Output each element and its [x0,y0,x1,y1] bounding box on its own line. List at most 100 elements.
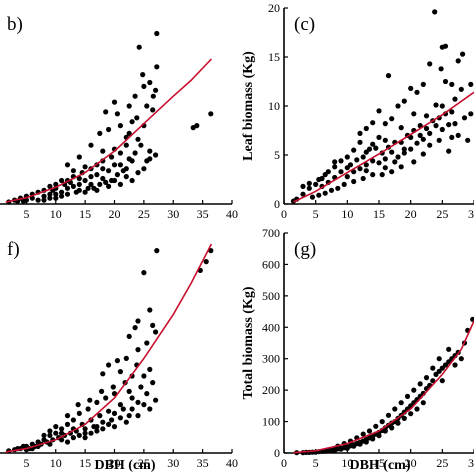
panel-f-data-point [70,417,76,423]
panel-b-x-tick-label: 25 [138,207,150,221]
panel-g-data-point [398,400,404,406]
panel-f-data-point [154,248,160,254]
panel-f-data-point [82,426,88,432]
panel-c-x-tick-label: 0 [281,207,287,221]
panel-b-x-tick-label: 35 [197,207,209,221]
panel-f-data-point [47,432,53,438]
panel-f-data-point [59,437,65,443]
panel-b-data-point [76,187,82,193]
panel-c-data-point [395,103,401,109]
panel-c-data-point [328,187,335,193]
panel-f-data-point [111,391,118,397]
panel-b-data-point [126,130,132,136]
panel-c-x-tick-label: 25 [436,207,448,221]
panel-c-data-point [376,160,382,166]
panel-g-data-point [373,423,379,429]
panel-f-data-point [20,443,26,449]
panel-c-data-point [322,172,328,178]
panel-c-x-tick-label: 5 [313,207,319,221]
panel-b-data-point [114,111,120,117]
panel-f-data-point [110,384,116,390]
panel-f-data-point [106,421,112,427]
panel-c-y-tick-label: 0 [274,197,280,211]
panel-f-data-point [100,419,106,425]
panel-c-data-point [335,185,341,191]
panel-g-y-tick-label: 0 [274,446,280,460]
panel-c-y-tick-label: 20 [268,1,280,15]
panel-f-data-point [94,399,100,405]
panel-g-data-point [439,365,445,371]
panel-g-x-tick-label: 20 [405,456,417,470]
panel-c-data-point [357,130,363,136]
panel-b-data-point [106,183,112,189]
panel-f-data-point [82,435,88,441]
panel-f-data-point [126,388,132,394]
panel-b-data-point [53,195,59,201]
panel-g-data-point [351,443,357,449]
panel-f-data-point [203,259,209,265]
panel-f-x-tick-label: 5 [23,456,29,470]
panel-c-data-point [433,102,439,108]
panel-g-data-point [411,387,417,393]
panel-b-data-point [82,164,88,170]
panel-f-data-point [103,395,109,401]
panel-b-data-point [47,195,53,201]
panel-c-data-point [468,111,474,117]
panel-f-data-point [88,430,94,436]
panel-f-data-point [132,325,138,331]
panel-c-x-tick-label: 10 [341,207,353,221]
panel-g-data-point [360,431,366,437]
panel-f-data-point [123,419,129,425]
panel-b-data-point [132,93,138,99]
panel-c-x-tick-label: 30 [468,207,474,221]
panel-g-data-point [385,412,392,418]
panel-c-data-point [468,81,474,87]
panel-b-data-point [123,142,129,148]
panel-c-data-point [290,198,297,204]
panel-f-x-tick-label: 30 [167,456,179,470]
panel-b-x-tick-label: 20 [109,207,121,221]
panel-c-data-point [363,162,369,168]
panel-b-data-point [150,93,156,99]
panel-b-data-point [41,193,47,199]
panel-b-data-point [64,162,71,168]
panel-b-data-point [111,99,118,105]
panel-g-data-point [470,316,474,322]
panel-b-data-point [129,119,135,125]
panel-f-data-point [106,408,112,414]
panel-f-data-point [106,362,112,368]
panel-f-label: f) [7,239,20,260]
panel-b-data-point [138,142,144,148]
panel-b-data-point [47,183,53,189]
panel-b-data-point [53,181,59,187]
panel-c-data-point [455,132,461,138]
panel-c-data-point [363,125,369,132]
panel-f-data-point [117,415,123,421]
panel-c-fit-curve [293,91,474,203]
panel-b-data-point [47,191,53,197]
panel-g-data-point [392,406,398,412]
panel-c-data-point [322,190,328,196]
panel-g-data-point [414,406,420,412]
panel-b-data-point [111,162,118,168]
panel-c-y-tick-label: 15 [268,50,280,64]
panel-c-data-point [395,154,401,160]
panel-g-data-point [376,433,382,439]
panel-f-data-point [147,366,153,372]
panel-g-data-point [439,378,445,384]
panel-f-data-point [144,340,150,346]
panel-c-data-point [398,164,404,170]
panel-c-data-point [455,58,461,64]
panel-f-data-point [70,435,76,441]
panel-g-data-point [458,356,464,362]
panel-c-data-point [423,125,430,132]
panel-b-data-point [154,30,160,37]
panel-g-y-tick-label: 400 [262,320,280,334]
panel-b-fit-curve [5,58,212,203]
panel-b-data-point [136,44,142,50]
panel-c-data-point [360,175,366,182]
panel-b-data-point [94,172,100,178]
panel-c-data-point [376,108,382,114]
panel-c-data-point [382,121,388,127]
panel-g-x-axis-title: DBH (cm) [349,458,410,473]
